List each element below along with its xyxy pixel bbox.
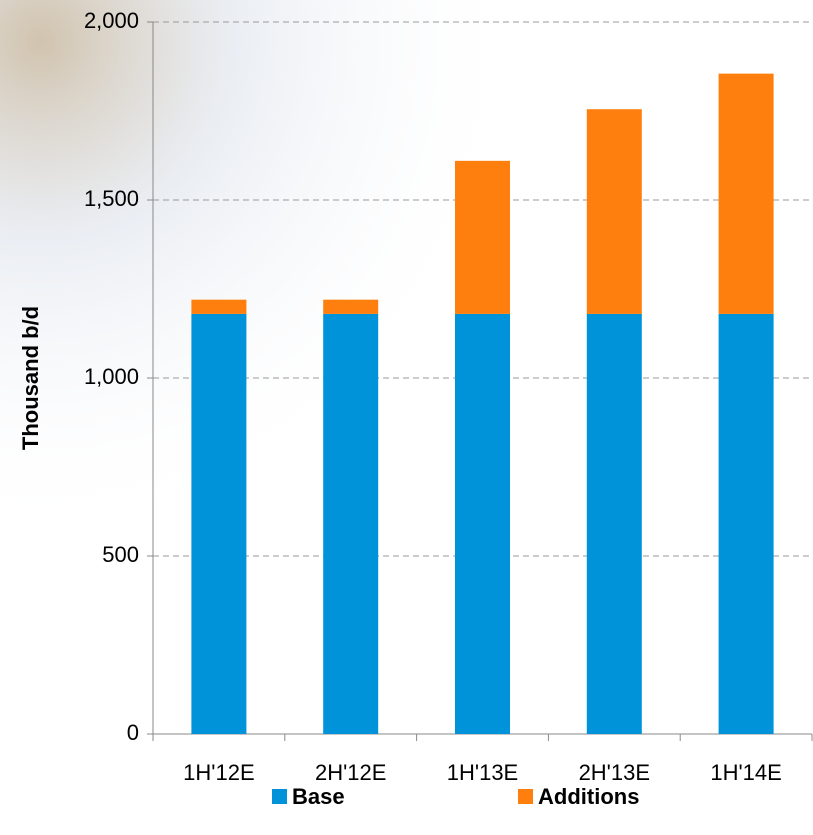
bar-segment xyxy=(586,109,642,314)
y-tick-label: 1,500 xyxy=(84,186,139,211)
y-tick-label: 2,000 xyxy=(84,8,139,33)
x-tick-label: 2H'13E xyxy=(579,760,650,785)
x-tick-label: 1H'12E xyxy=(183,760,254,785)
y-tick-label: 500 xyxy=(102,542,139,567)
bar-segment xyxy=(718,313,774,734)
legend-label: Base xyxy=(292,784,345,809)
bar-segment xyxy=(455,313,510,734)
legend-swatch xyxy=(272,789,287,804)
x-tick-label: 2H'12E xyxy=(315,760,386,785)
bar-segment xyxy=(191,299,247,314)
bar-segment xyxy=(718,73,774,314)
legend-label: Additions xyxy=(538,784,639,809)
y-tick-label: 1,000 xyxy=(84,364,139,389)
y-tick-label: 0 xyxy=(127,720,139,745)
bar-segment xyxy=(323,299,379,314)
y-axis-title: Thousand b/d xyxy=(18,306,43,450)
x-tick-label: 1H'13E xyxy=(447,760,518,785)
bar-segment xyxy=(191,313,247,734)
x-tick-label: 1H'14E xyxy=(710,760,781,785)
bar-segment xyxy=(455,160,510,314)
bar-segment xyxy=(586,313,642,734)
bar-segment xyxy=(323,313,379,734)
legend-swatch xyxy=(518,789,533,804)
